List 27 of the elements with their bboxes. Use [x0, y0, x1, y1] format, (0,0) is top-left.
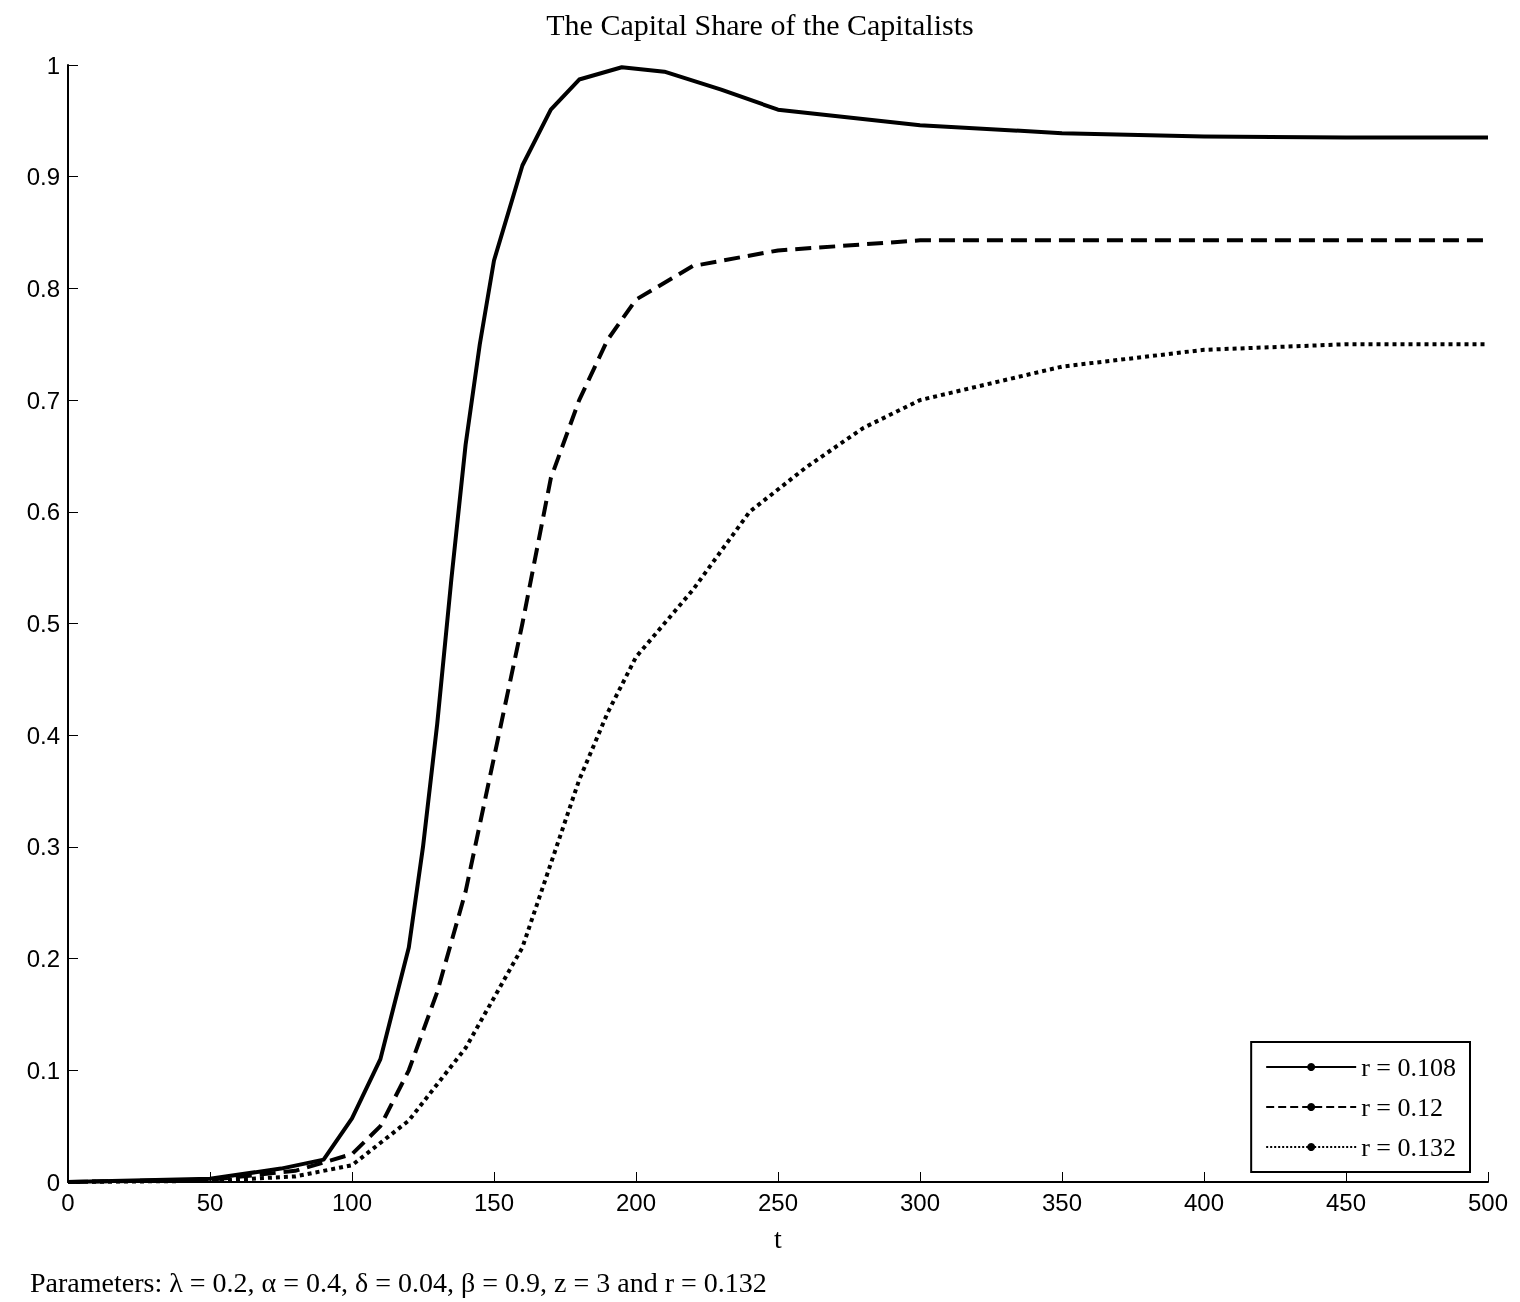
chart-title: The Capital Share of the Capitalists: [546, 7, 974, 41]
x-tick-label: 400: [1183, 1188, 1225, 1216]
y-tick-label: 0.7: [26, 386, 60, 414]
y-tick-label: 0.8: [26, 274, 60, 302]
x-tick-label: 200: [615, 1188, 657, 1216]
y-tick-label: 1: [46, 51, 60, 79]
x-axis-title: t: [774, 1222, 783, 1254]
y-tick-label: 0.9: [26, 163, 60, 191]
text: Parameters: λ = 0.2, α = 0.4, δ = 0.04, β = 0.9, z = 3 and r = 0.132: [30, 1266, 767, 1298]
x-tick-label: 500: [1467, 1188, 1509, 1216]
y-tick-label: 0.3: [26, 833, 60, 861]
x-tick-label: 300: [899, 1188, 941, 1216]
x-tick-label: 450: [1325, 1188, 1367, 1216]
y-tick-label: 0.1: [26, 1056, 60, 1084]
y-tick-label: 0.5: [26, 610, 60, 637]
x-tick-label: 150: [473, 1188, 515, 1216]
x-tick-label: 350: [1041, 1188, 1083, 1216]
x-tick-label: 100: [331, 1188, 373, 1216]
legend-label: r = 0.12: [1361, 1092, 1444, 1122]
y-tick-label: 0.6: [26, 498, 60, 526]
legend-label: r = 0.132: [1361, 1132, 1457, 1162]
x-tick-label: 250: [757, 1188, 799, 1216]
x-tick-label: 50: [196, 1188, 224, 1216]
y-tick-label: 0: [46, 1168, 60, 1196]
y-tick-label: 0.2: [26, 945, 60, 973]
legend-label: r = 0.108: [1361, 1052, 1457, 1082]
y-tick-label: 0.4: [26, 721, 60, 749]
